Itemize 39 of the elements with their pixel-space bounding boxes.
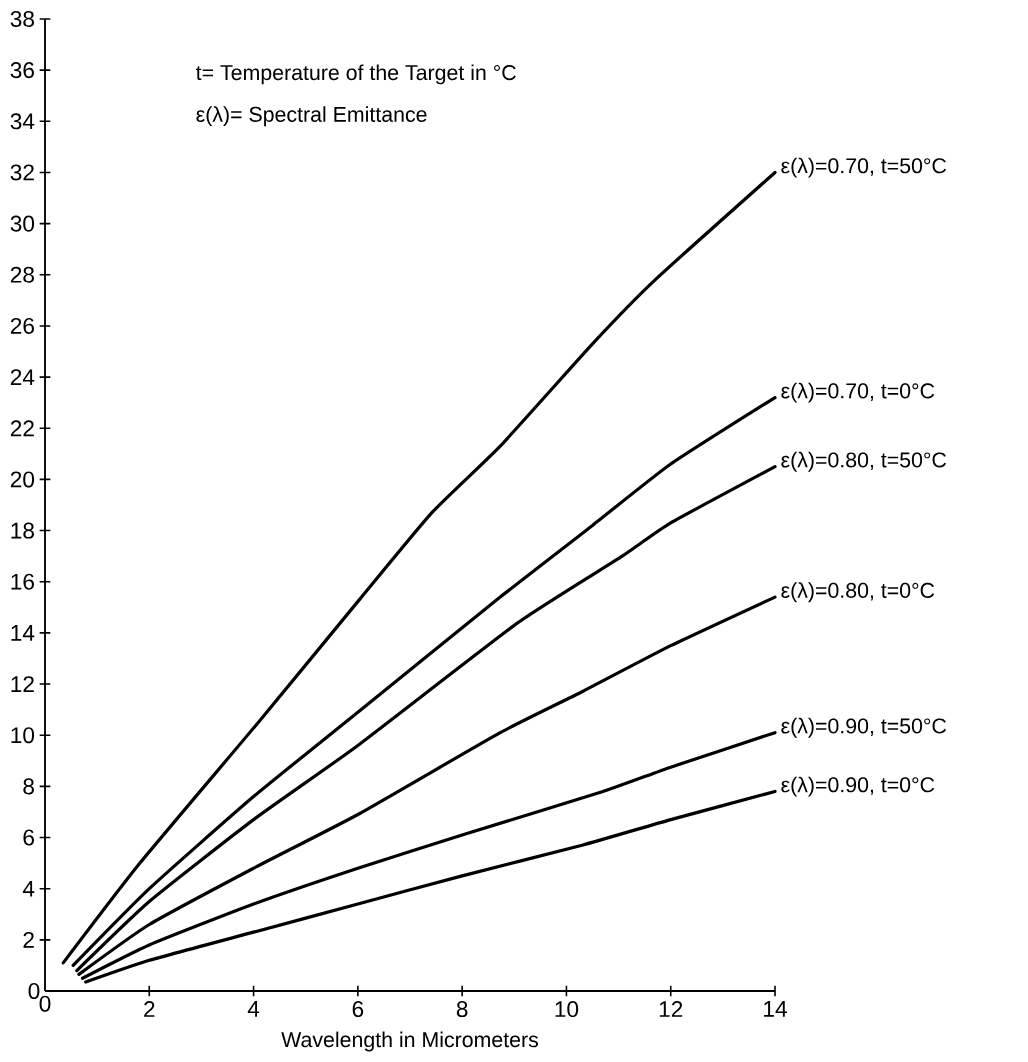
annotation: ε(λ)= Spectral Emittance [196,106,427,127]
annotation: t= Temperature of the Target in °C [196,64,516,85]
y-tick-label: 16 [11,573,34,590]
series-label: ε(λ)=0.90, t=50°C [781,717,947,738]
x-tick-label: 12 [659,1001,683,1017]
y-tick-label: 32 [10,164,34,181]
x-tick-label: 14 [764,1001,787,1017]
y-tick-label: 2 [23,931,34,948]
series-label: ε(λ)=0.90, t=0°C [781,776,935,797]
y-tick-label: 24 [10,369,35,386]
y-tick-label: 38 [10,10,34,28]
series-label: ε(λ)=0.70, t=0°C [781,382,935,403]
x-tick-label: 6 [352,1001,364,1018]
y-tick-label: 20 [10,471,35,488]
x-tick-label: 4 [247,1001,260,1017]
y-tick-label: 14 [11,625,35,641]
line-series [80,731,777,980]
series-label: ε(λ)=0.80, t=0°C [781,582,935,603]
y-tick-label: 10 [11,727,35,744]
y-tick-label: 28 [10,266,34,283]
y-tick-label: 0 [28,982,40,1000]
series-label: ε(λ)=0.70, t=50°C [781,157,947,178]
y-tick-label: 4 [22,880,35,897]
y-tick-label: 26 [10,317,34,334]
y-tick-label: 8 [23,778,34,795]
x-tick-label: 2 [144,1001,155,1017]
y-tick-label: 22 [10,420,34,437]
y-tick-label: 34 [10,113,35,130]
x-tick-label: 8 [456,1001,468,1018]
y-tick-label: 6 [23,829,34,846]
x-tick-label: 10 [555,1001,579,1018]
y-tick-label: 30 [10,215,35,232]
y-tick-label: 12 [11,676,34,692]
x-tick-label: 0 [39,995,51,1012]
y-tick-label: 18 [11,522,34,539]
x-axis-title: Wavelength in Micrometers [281,1031,539,1052]
series-label: ε(λ)=0.80, t=50°C [781,451,947,472]
line-series [61,170,777,965]
y-tick-label: 36 [10,62,34,79]
